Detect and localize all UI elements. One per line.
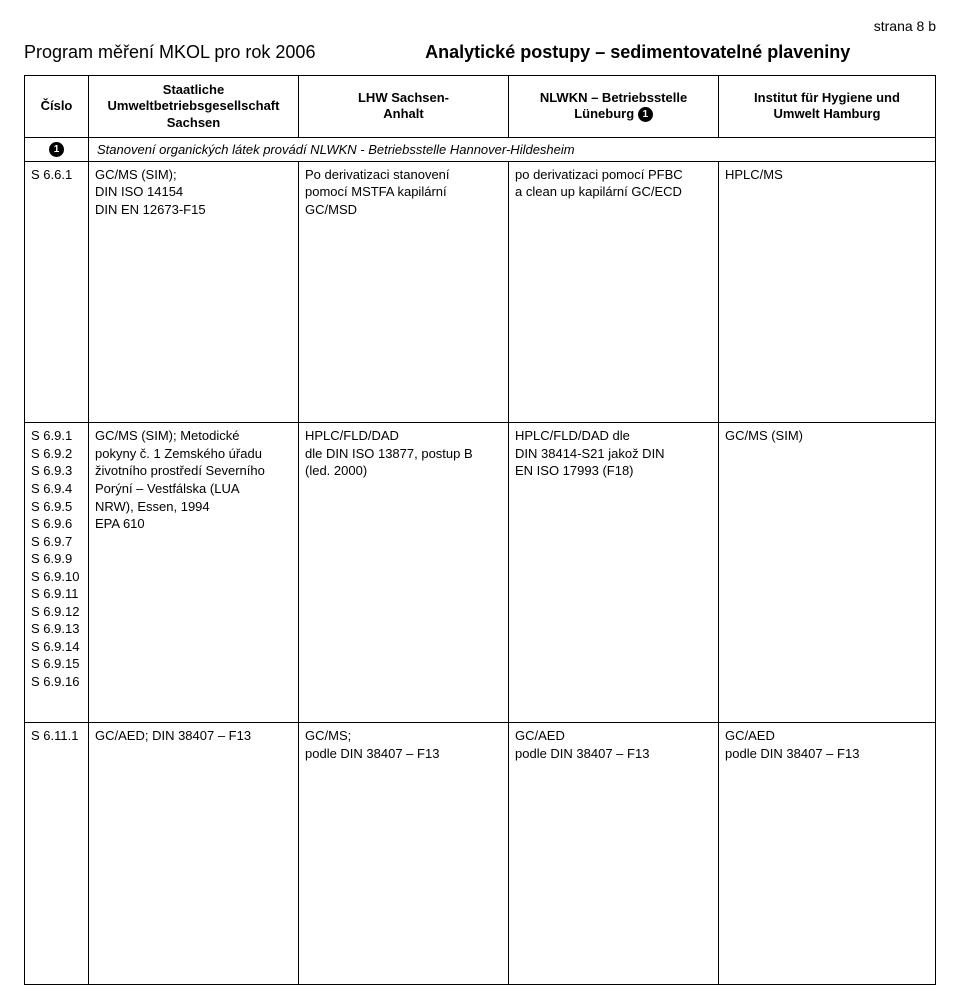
subtitle: Analytické postupy – sedimentovatelné pl… (339, 42, 936, 63)
col4-line2: Lüneburg 1 (574, 106, 653, 122)
cell: GC/AED podle DIN 38407 – F13 (509, 723, 719, 984)
table-row: S 6.6.1 GC/MS (SIM); DIN ISO 14154 DIN E… (25, 162, 935, 424)
col4-prefix: NLWKN – Betriebsstelle (540, 90, 687, 106)
cell: GC/MS (SIM); Metodické pokyny č. 1 Zemsk… (89, 423, 299, 722)
col-header-sachsen: Staatliche Umweltbetriebsgesellschaft Sa… (89, 76, 299, 137)
note-row: 1 Stanovení organických látek provádí NL… (25, 138, 935, 162)
footnote-marker-icon: 1 (638, 107, 653, 122)
cell: HPLC/FLD/DAD dle DIN ISO 13877, postup B… (299, 423, 509, 722)
table-frame: Číslo Staatliche Umweltbetriebsgesellsch… (24, 75, 936, 985)
note-text: Stanovení organických látek provádí NLWK… (89, 138, 935, 161)
column-header-row: Číslo Staatliche Umweltbetriebsgesellsch… (25, 76, 935, 138)
cell-codes: S 6.9.1 S 6.9.2 S 6.9.3 S 6.9.4 S 6.9.5 … (25, 423, 89, 722)
table-body: S 6.6.1 GC/MS (SIM); DIN ISO 14154 DIN E… (25, 162, 935, 984)
cell: GC/AED; DIN 38407 – F13 (89, 723, 299, 984)
table-row: S 6.9.1 S 6.9.2 S 6.9.3 S 6.9.4 S 6.9.5 … (25, 423, 935, 723)
col-header-hamburg: Institut für Hygiene und Umwelt Hamburg (719, 76, 935, 137)
col4-suffix: Lüneburg (574, 106, 634, 121)
note-marker-cell: 1 (25, 138, 89, 161)
cell: Po derivatizaci stanovení pomocí MSTFA k… (299, 162, 509, 423)
footnote-marker-icon: 1 (49, 142, 64, 157)
cell: GC/AED podle DIN 38407 – F13 (719, 723, 935, 984)
header-row: Program měření MKOL pro rok 2006 Analyti… (24, 42, 936, 63)
cell-code: S 6.11.1 (25, 723, 89, 984)
col-header-anhalt: LHW Sachsen- Anhalt (299, 76, 509, 137)
cell: po derivatizaci pomocí PFBC a clean up k… (509, 162, 719, 423)
table-row: S 6.11.1 GC/AED; DIN 38407 – F13 GC/MS; … (25, 723, 935, 984)
page-index: strana 8 b (874, 18, 936, 34)
col-header-luneburg: NLWKN – Betriebsstelle Lüneburg 1 (509, 76, 719, 137)
cell: GC/MS (SIM); DIN ISO 14154 DIN EN 12673-… (89, 162, 299, 423)
cell-code: S 6.6.1 (25, 162, 89, 423)
cell: HPLC/MS (719, 162, 935, 423)
program-title: Program měření MKOL pro rok 2006 (24, 42, 315, 63)
cell: HPLC/FLD/DAD dle DIN 38414-S21 jakož DIN… (509, 423, 719, 722)
cell: GC/MS (SIM) (719, 423, 935, 722)
col-header-cislo: Číslo (25, 76, 89, 137)
cell: GC/MS; podle DIN 38407 – F13 (299, 723, 509, 984)
